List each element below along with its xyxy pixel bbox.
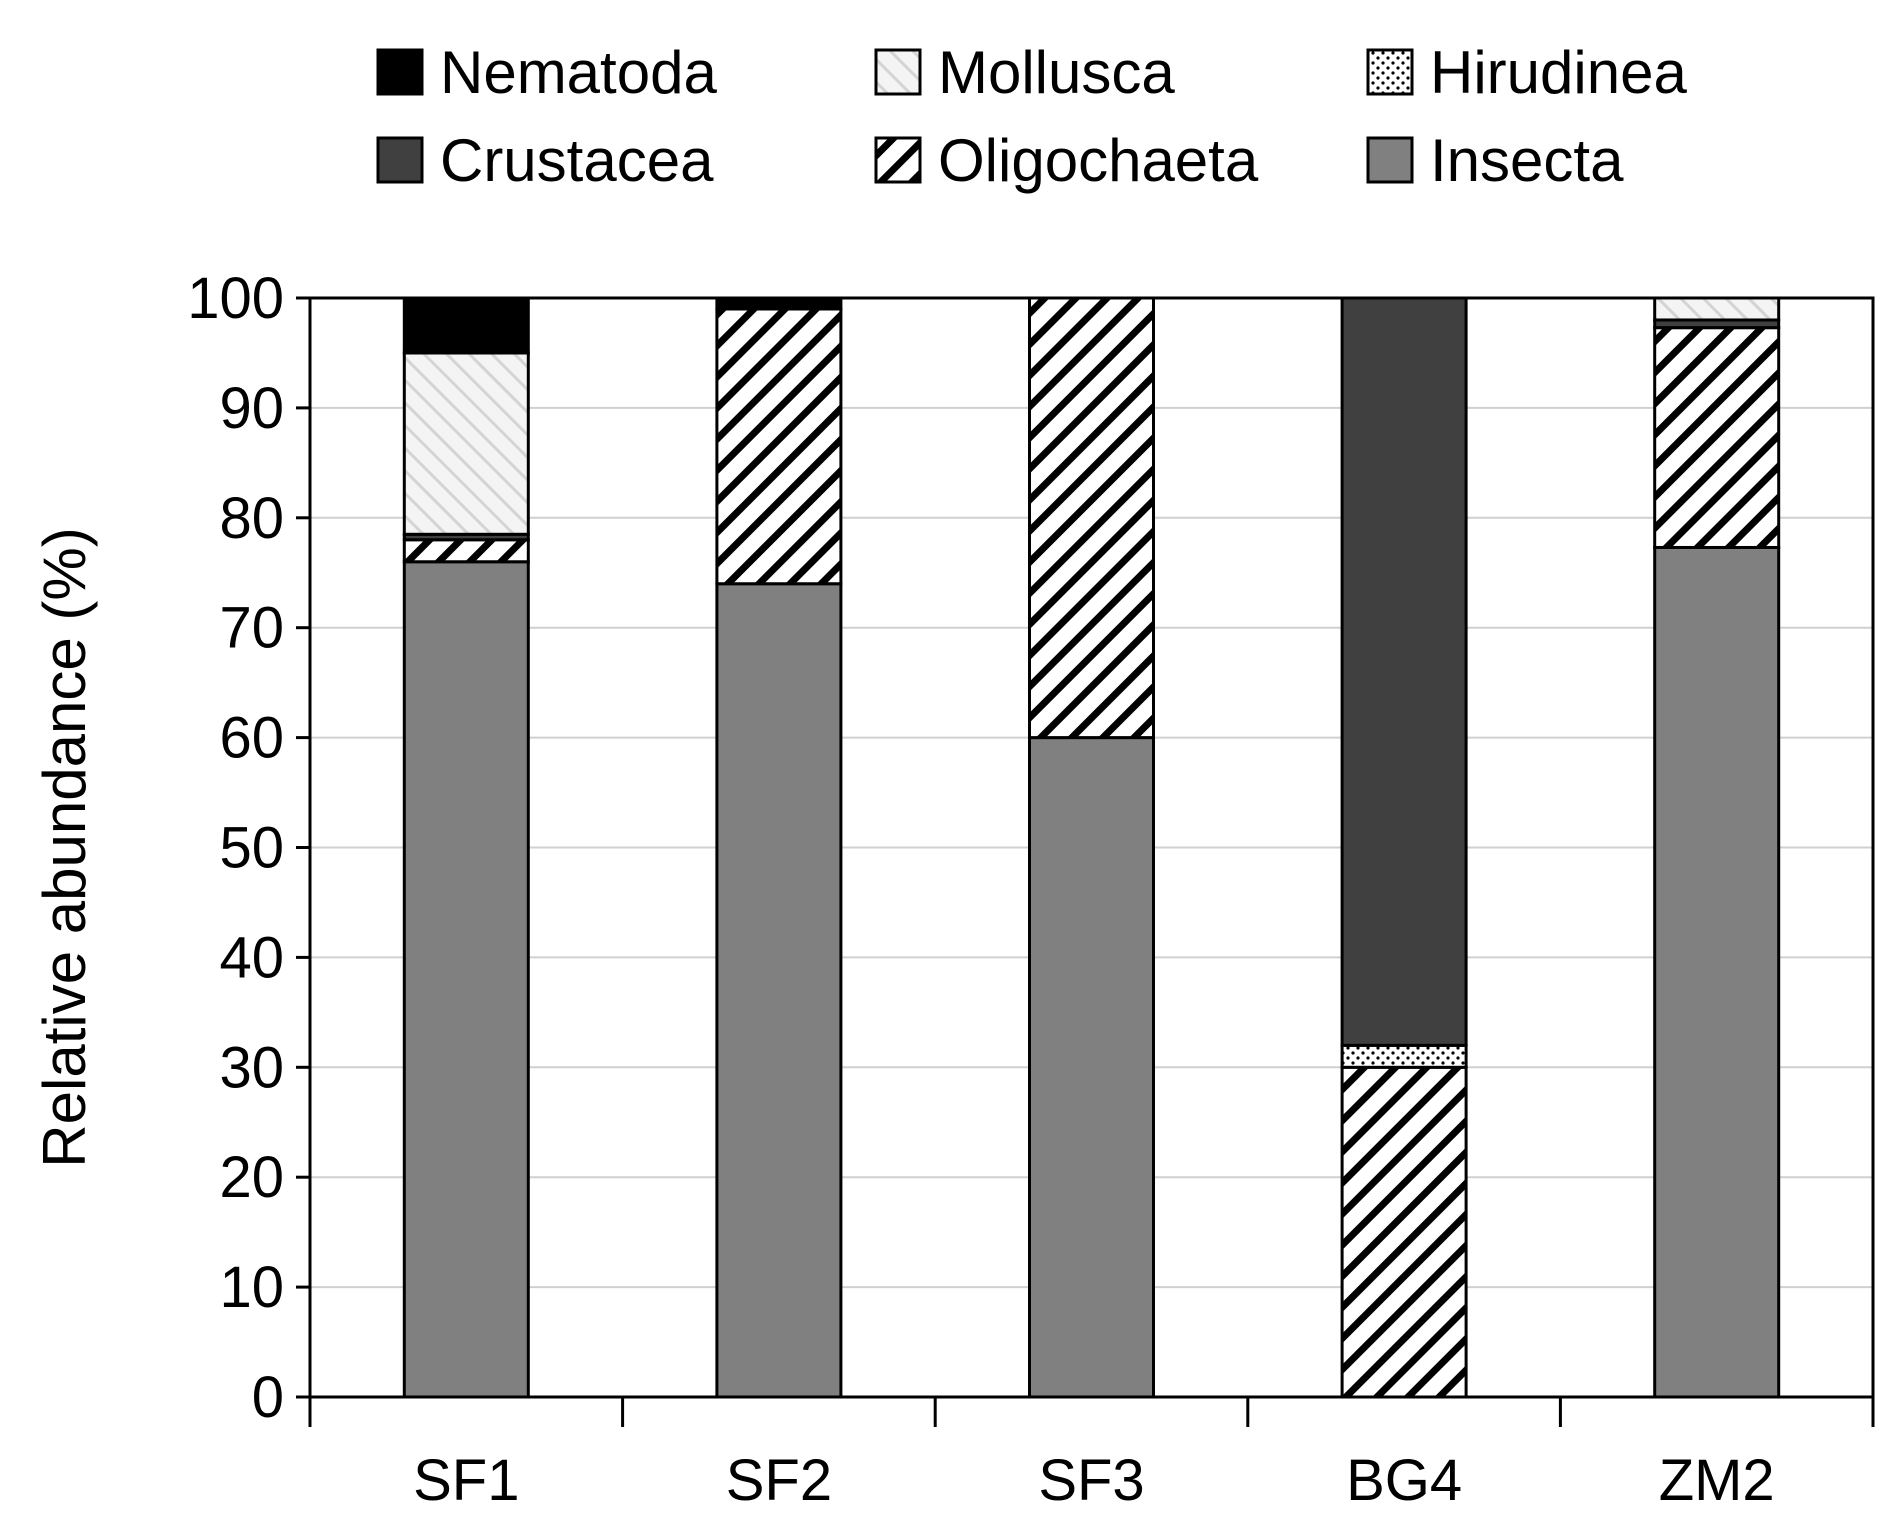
y-tick-label: 90 bbox=[219, 376, 284, 441]
bar-segment-insecta-sf2 bbox=[715, 582, 843, 1399]
legend-label-nematoda: Nematoda bbox=[440, 39, 717, 106]
bar-stack-bg4 bbox=[1340, 296, 1468, 1399]
legend-item-crustacea: Crustacea bbox=[376, 127, 714, 194]
legend-swatch-mollusca bbox=[874, 48, 922, 96]
bar-segment-insecta-zm2 bbox=[1653, 545, 1781, 1399]
bar-segment-mollusca-zm2 bbox=[1653, 296, 1781, 322]
bar-stack-sf1 bbox=[402, 296, 530, 1399]
y-tick-label: 10 bbox=[219, 1255, 284, 1320]
bars bbox=[402, 296, 1781, 1399]
legend-item-nematoda: Nematoda bbox=[376, 39, 717, 106]
legend-label-mollusca: Mollusca bbox=[938, 39, 1175, 106]
legend-swatch-insecta bbox=[1366, 136, 1414, 184]
legend-swatch-crustacea bbox=[376, 136, 424, 184]
y-tick-label: 60 bbox=[219, 706, 284, 771]
bar-segment-mollusca-sf1 bbox=[402, 351, 530, 536]
x-tick-label: BG4 bbox=[1346, 1448, 1462, 1513]
y-axis-title: Relative abundance (%) bbox=[31, 527, 98, 1167]
y-tick-label: 80 bbox=[219, 486, 284, 551]
bar-segment-insecta-sf3 bbox=[1028, 736, 1155, 1399]
legend-item-insecta: Insecta bbox=[1366, 127, 1624, 194]
x-tick-label: SF2 bbox=[726, 1448, 832, 1513]
bar-segment-oligochaeta-sf1 bbox=[402, 538, 530, 564]
bar-segment-hirudinea-bg4 bbox=[1340, 1043, 1468, 1069]
legend-swatch-hirudinea bbox=[1366, 48, 1414, 96]
legend-label-oligochaeta: Oligochaeta bbox=[938, 127, 1259, 194]
y-tick-label: 0 bbox=[252, 1365, 284, 1430]
y-tick-label: 50 bbox=[219, 816, 284, 881]
bar-stack-sf3 bbox=[1028, 296, 1155, 1399]
legend-swatch-nematoda bbox=[376, 48, 424, 96]
y-tick-label: 70 bbox=[219, 596, 284, 661]
y-tick-label: 20 bbox=[219, 1145, 284, 1210]
legend-label-insecta: Insecta bbox=[1430, 127, 1624, 194]
y-tick-label: 40 bbox=[219, 925, 284, 990]
bar-segment-oligochaeta-zm2 bbox=[1653, 326, 1781, 549]
axes: 0 10 20 30 40 50 60 70 80 90 100 SF1 SF2 SF3 BG4 ZM2 bbox=[187, 266, 1875, 1513]
bar-segment-oligochaeta-bg4 bbox=[1340, 1065, 1468, 1399]
legend-swatch-oligochaeta bbox=[874, 136, 922, 184]
bar-stack-zm2 bbox=[1653, 296, 1781, 1399]
legend-item-oligochaeta: Oligochaeta bbox=[874, 127, 1259, 194]
bar-stack-sf2 bbox=[715, 296, 843, 1399]
legend-label-crustacea: Crustacea bbox=[440, 127, 714, 194]
bar-segment-oligochaeta-sf3 bbox=[1028, 296, 1155, 740]
x-tick-label: ZM2 bbox=[1659, 1448, 1775, 1513]
bar-segment-nematoda-sf2 bbox=[715, 296, 843, 311]
bar-segment-insecta-sf1 bbox=[402, 560, 530, 1399]
legend: Nematoda Mollusca Hirudinea Crustacea Oligoc… bbox=[376, 39, 1687, 194]
legend-item-mollusca: Mollusca bbox=[874, 39, 1175, 106]
bar-segment-crustacea-bg4 bbox=[1340, 296, 1468, 1047]
y-tick-label: 30 bbox=[219, 1035, 284, 1100]
y-tick-label: 100 bbox=[187, 266, 284, 331]
x-tick-label: SF1 bbox=[413, 1448, 519, 1513]
bar-segment-oligochaeta-sf2 bbox=[715, 307, 843, 586]
x-tick-label: SF3 bbox=[1038, 1448, 1144, 1513]
legend-label-hirudinea: Hirudinea bbox=[1430, 39, 1687, 106]
bar-segment-nematoda-sf1 bbox=[402, 296, 530, 355]
legend-item-hirudinea: Hirudinea bbox=[1366, 39, 1687, 106]
